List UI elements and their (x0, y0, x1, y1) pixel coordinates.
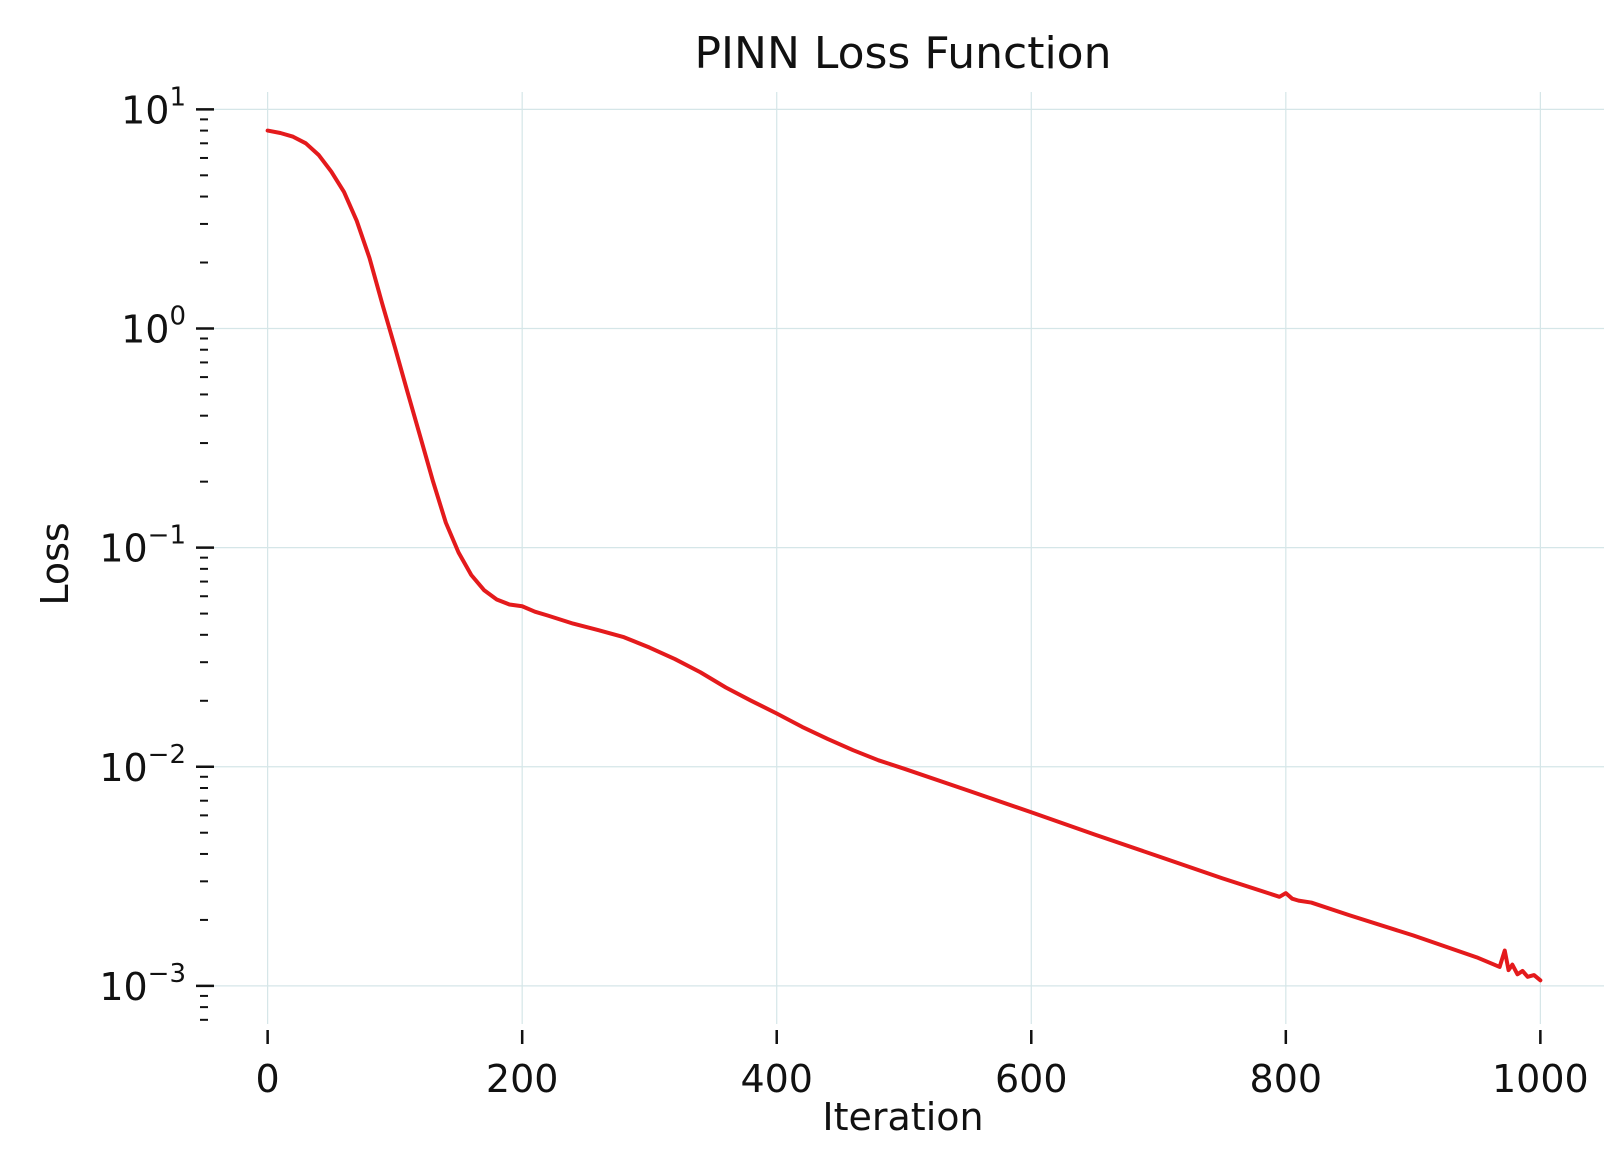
x-tick-label: 0 (256, 1057, 280, 1101)
y-tick-label: 10−2 (99, 740, 186, 790)
x-tick-label: 200 (486, 1057, 559, 1101)
x-tick-label: 800 (1250, 1057, 1323, 1101)
tick-layer: 0 200 400 600 800 1000 101 100 10−1 10−2 10−3 (99, 82, 1588, 1101)
x-tick-label: 1000 (1492, 1057, 1589, 1101)
y-tick-label: 10−3 (99, 959, 186, 1009)
x-tick-label: 600 (995, 1057, 1068, 1101)
chart-title: PINN Loss Function (695, 28, 1112, 79)
series-layer (265, 128, 1543, 983)
y-tick-label: 100 (121, 301, 186, 351)
y-tick-label: 10−1 (99, 521, 186, 571)
y-tick-label: 101 (121, 82, 186, 132)
grid-layer (204, 92, 1604, 1024)
x-tick-label: 400 (740, 1057, 813, 1101)
x-axis-label: Iteration (822, 1095, 983, 1139)
y-axis-label: Loss (33, 522, 77, 605)
loss-line (265, 128, 1543, 983)
